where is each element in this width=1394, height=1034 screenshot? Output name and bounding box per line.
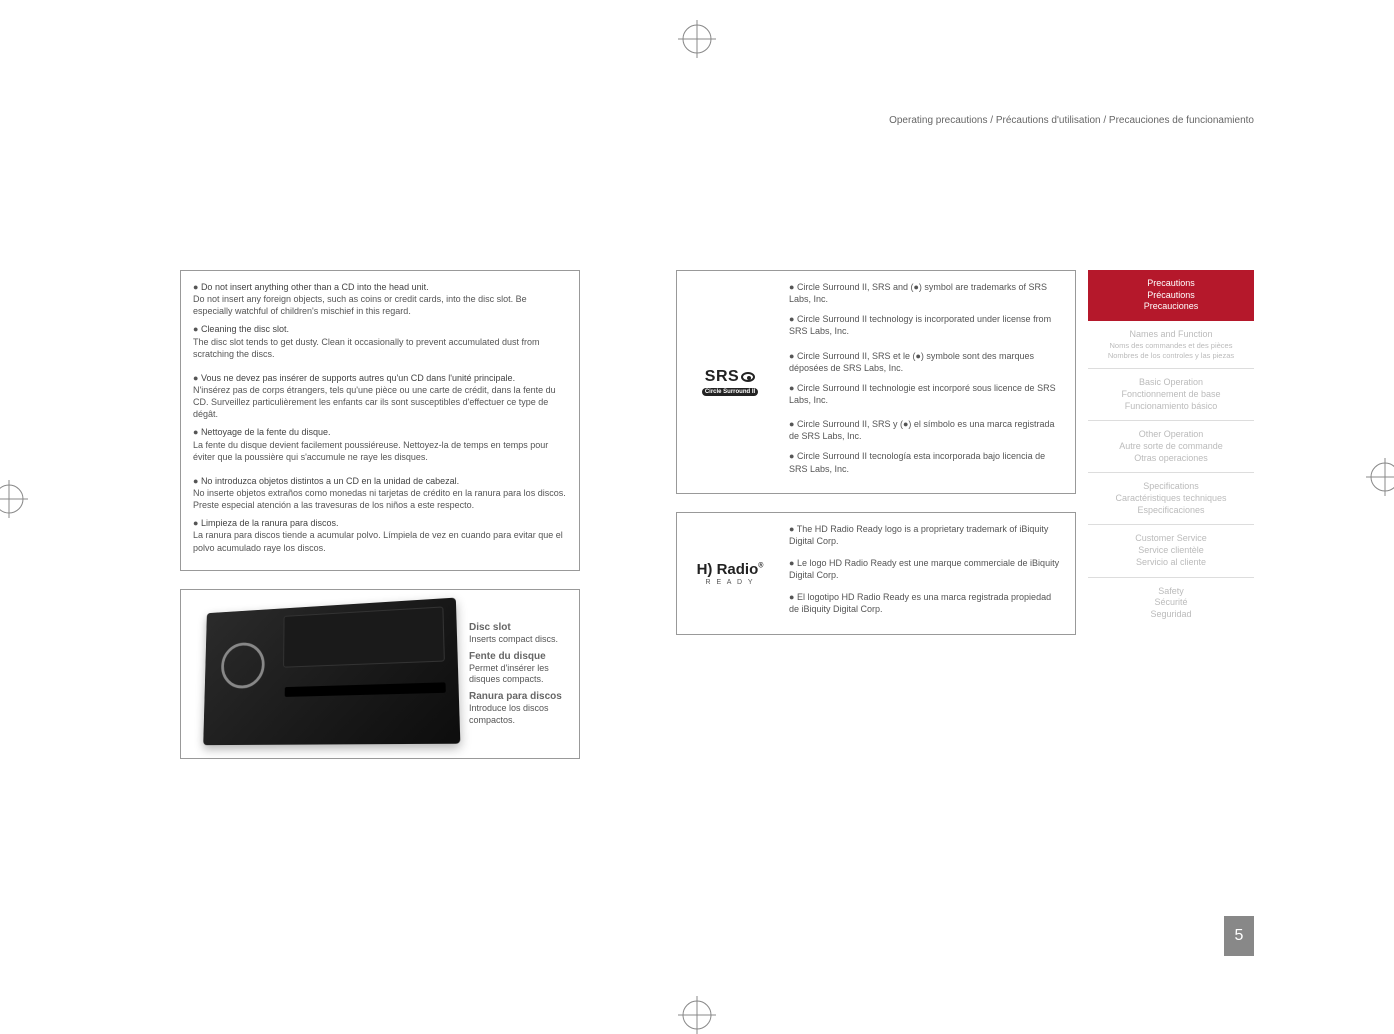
page-header: Operating precautions / Précautions d'ut… xyxy=(889,115,1254,126)
middle-column: SRS Circle Surround II ● Circle Surround… xyxy=(676,270,1076,653)
device-illustration xyxy=(203,597,460,745)
tab-other[interactable]: Other OperationAutre sorte de commandeOt… xyxy=(1088,421,1254,473)
section-tabs: PrecautionsPrécautionsPrecauciones Names… xyxy=(1088,270,1254,629)
srs-logo: SRS Circle Surround II xyxy=(687,281,773,483)
fr-item-2: ● Nettoyage de la fente du disque.La fen… xyxy=(193,426,567,462)
page-number: 5 xyxy=(1224,916,1254,956)
hd-box: H) Radio® R E A D Y ● The HD Radio Ready… xyxy=(676,512,1076,635)
tab-specs[interactable]: SpecificationsCaractéristiques technique… xyxy=(1088,473,1254,525)
crop-mark-bottom xyxy=(678,996,716,1034)
es-item-1: ● No introduzca objetos distintos a un C… xyxy=(193,475,567,511)
srs-box: SRS Circle Surround II ● Circle Surround… xyxy=(676,270,1076,494)
hd-radio-logo: H) Radio® R E A D Y xyxy=(687,523,773,624)
crop-mark-right xyxy=(1366,458,1394,496)
tab-basic[interactable]: Basic OperationFonctionnement de baseFun… xyxy=(1088,369,1254,421)
crop-mark-top xyxy=(678,20,716,58)
en-item-2: ● Cleaning the disc slot.The disc slot t… xyxy=(193,323,567,359)
es-item-2: ● Limpieza de la ranura para discos.La r… xyxy=(193,517,567,553)
left-column: ● Do not insert anything other than a CD… xyxy=(180,270,580,759)
precautions-box: ● Do not insert anything other than a CD… xyxy=(180,270,580,571)
crop-mark-left xyxy=(0,480,28,518)
device-box: Disc slot Inserts compact discs. Fente d… xyxy=(180,589,580,759)
srs-text: ● Circle Surround II, SRS and (●) symbol… xyxy=(789,281,1063,483)
fr-item-1: ● Vous ne devez pas insérer de supports … xyxy=(193,372,567,421)
tab-names[interactable]: Names and FunctionNoms des commandes et … xyxy=(1088,321,1254,369)
device-labels: Disc slot Inserts compact discs. Fente d… xyxy=(469,621,565,726)
tab-precautions[interactable]: PrecautionsPrécautionsPrecauciones xyxy=(1088,270,1254,321)
tab-customer[interactable]: Customer ServiceService clientèleServici… xyxy=(1088,525,1254,577)
hd-text: ● The HD Radio Ready logo is a proprieta… xyxy=(789,523,1063,624)
en-item-1: ● Do not insert anything other than a CD… xyxy=(193,281,567,317)
tab-safety[interactable]: SafetySécuritéSeguridad xyxy=(1088,578,1254,629)
